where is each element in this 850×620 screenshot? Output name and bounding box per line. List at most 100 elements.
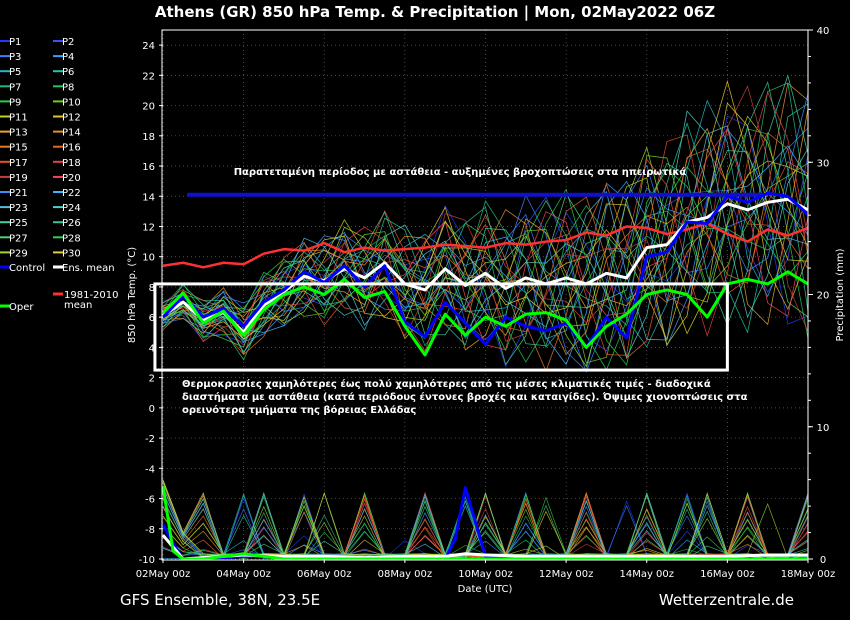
member-line-p4 [162, 128, 809, 347]
x-tick-label: 18May 00z [781, 569, 836, 580]
y-tick-label: 12 [142, 222, 155, 233]
legend-label: P3 [9, 52, 21, 63]
y-axis-label-right: Precipitation (mm) [835, 248, 846, 341]
member-precip-p29 [162, 492, 809, 560]
y-axis-right: 0 10 20 30 40 [808, 26, 829, 566]
y2-tick-label: 20 [817, 291, 830, 302]
x-axis: 02May 00z 04May 00z 06May 00z 08May 00z 10Ma… [136, 559, 836, 580]
legend-label: P20 [62, 173, 81, 184]
y2-tick-label: 10 [817, 423, 830, 434]
legend-label: P22 [62, 188, 81, 199]
legend-label: P15 [9, 143, 28, 154]
legend-label: P7 [9, 82, 21, 93]
annotation-top: Παρατεταμένη περίοδος με αστάθεια - αυξη… [234, 166, 687, 178]
legend-label: P30 [62, 248, 81, 259]
y-tick-label: 10 [142, 253, 155, 264]
y-tick-label: 0 [149, 404, 155, 415]
y-tick-label: 6 [149, 313, 155, 324]
member-precip-p28 [162, 494, 809, 560]
y-tick-label: -2 [145, 434, 155, 445]
series-line-ens-mean [162, 197, 809, 334]
x-tick-label: 08May 00z [378, 569, 433, 580]
y-tick-label: 14 [142, 192, 155, 203]
y-tick-label: 22 [142, 71, 155, 82]
legend-label: P8 [62, 82, 74, 93]
y-tick-label: 8 [149, 283, 155, 294]
legend-label: P16 [62, 143, 81, 154]
y-tick-label: -6 [145, 495, 155, 506]
annotation-bottom: Θερμοκρασίες χαμηλότερες έως πολύ χαμηλό… [182, 379, 748, 416]
legend-label: P6 [62, 67, 74, 78]
y-tick-label: 18 [142, 132, 155, 143]
y2-tick-label: 40 [817, 26, 830, 37]
annotation-bottom-wrap: Θερμοκρασίες χαμηλότερες έως πολύ χαμηλό… [182, 379, 748, 416]
member-line-p22 [162, 145, 809, 366]
x-tick-label: 06May 00z [297, 569, 352, 580]
y-tick-label: -10 [139, 555, 155, 566]
x-tick-label: 10May 00z [458, 569, 513, 580]
y-tick-label: -8 [145, 525, 155, 536]
y-tick-label: 2 [149, 374, 155, 385]
legend-label: Ens. mean [62, 263, 115, 274]
member-line-p27 [162, 150, 809, 366]
x-tick-label: 04May 00z [216, 569, 271, 580]
legend: P1 P2 P3 P4 P5 P6 P7 P8 P9 P10 P11 P12 P13 P14 P15 P16 P… [0, 37, 119, 313]
legend-label: 1981-2010 mean [64, 290, 119, 311]
legend-label: P29 [9, 248, 28, 259]
x-tick-label: 14May 00z [619, 569, 674, 580]
legend-label: P2 [62, 37, 74, 48]
precip-line-oper [161, 486, 808, 561]
y-tick-label: 24 [142, 41, 155, 52]
y-tick-label: 20 [142, 102, 155, 113]
legend-label: P25 [9, 218, 28, 229]
legend-label: P18 [62, 158, 81, 169]
legend-label: P12 [62, 113, 81, 124]
legend-label: P11 [9, 113, 28, 124]
x-tick-label: 12May 00z [539, 569, 594, 580]
y2-tick-label: 0 [820, 555, 826, 566]
legend-label: P28 [62, 233, 81, 244]
series-line-oper [161, 270, 809, 357]
member-line-p24 [162, 110, 809, 359]
x-tick-label: 16May 00z [700, 569, 755, 580]
member-line-p11 [162, 115, 809, 340]
legend-label: P27 [9, 233, 28, 244]
member-line-p15 [162, 132, 809, 372]
legend-label: P14 [62, 128, 81, 139]
legend-label: P21 [9, 188, 28, 199]
legend-label: P19 [9, 173, 28, 184]
y-axis-label-left: 850 hPa Temp. (°C) [127, 247, 138, 343]
footer-model: GFS Ensemble, 38N, 23.5E [120, 591, 320, 609]
y-tick-label: -4 [145, 464, 155, 475]
x-axis-label: Date (UTC) [458, 584, 513, 595]
precipitation-lines [161, 486, 808, 561]
footer-source: Wetterzentrale.de [659, 591, 794, 609]
legend-label: P1 [9, 37, 21, 48]
legend-label: P9 [9, 97, 21, 108]
member-line-p16 [162, 148, 809, 360]
x-tick-label: 02May 00z [136, 569, 191, 580]
member-precip-p25 [162, 492, 809, 560]
member-precip-p24 [162, 487, 809, 559]
member-line-p28 [162, 168, 809, 371]
y2-tick-label: 30 [817, 158, 830, 169]
member-precip-p30 [162, 480, 809, 559]
legend-label: Oper [9, 302, 34, 313]
member-precip-p21 [162, 492, 809, 559]
legend-label: Control [9, 263, 45, 274]
legend-label: P24 [62, 203, 81, 214]
member-line-p7 [162, 82, 809, 348]
series-line-1981-2010-mean [162, 222, 809, 269]
legend-label: P5 [9, 67, 21, 78]
y-tick-label: 16 [142, 162, 155, 173]
legend-label: P4 [62, 52, 74, 63]
chart-title: Athens (GR) 850 hPa Temp. & Precipitatio… [155, 3, 715, 22]
legend-label: P13 [9, 128, 28, 139]
legend-label: P10 [62, 97, 81, 108]
legend-label: P26 [62, 218, 81, 229]
main-series-lines [161, 191, 810, 357]
annotation-box [153, 282, 729, 372]
member-line-p17 [162, 134, 809, 356]
